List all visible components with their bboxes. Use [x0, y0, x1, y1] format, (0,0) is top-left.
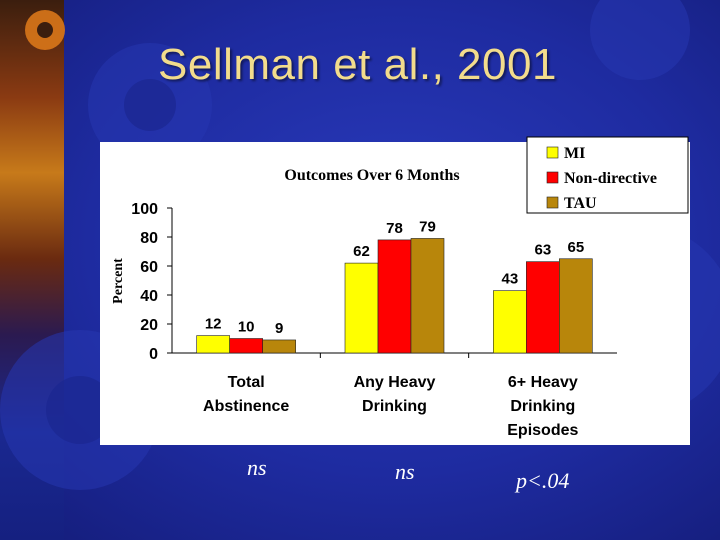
bar	[196, 335, 230, 354]
legend-label: MI	[564, 145, 585, 162]
data-label: 9	[275, 320, 283, 337]
y-tick-label: 0	[149, 346, 158, 363]
y-axis-label: Percent	[111, 258, 126, 304]
bar	[526, 261, 560, 354]
data-label: 65	[567, 239, 584, 256]
data-label: 10	[238, 319, 255, 336]
bar	[559, 258, 593, 354]
x-tick-label: 6+ Heavy	[508, 374, 578, 391]
y-tick-label: 40	[140, 288, 158, 305]
x-tick-label: Total	[228, 374, 265, 391]
bar	[410, 238, 445, 354]
legend-label: Non-directive	[564, 170, 657, 187]
data-label: 43	[501, 271, 518, 288]
x-tick-label: Abstinence	[203, 398, 289, 415]
legend-swatch	[546, 196, 559, 209]
bar	[377, 239, 412, 354]
legend-swatch	[546, 146, 559, 159]
data-label: 62	[353, 243, 370, 260]
x-tick-label: Drinking	[362, 398, 427, 415]
y-tick-label: 20	[140, 317, 158, 334]
x-tick-label: Drinking	[510, 398, 575, 415]
x-tick-label: Episodes	[507, 422, 578, 439]
y-tick-label: 80	[140, 230, 158, 247]
page-title: Sellman et al., 2001	[158, 40, 557, 89]
bar	[344, 262, 379, 354]
data-label: 12	[205, 316, 222, 333]
data-label: 79	[419, 218, 436, 235]
legend-swatch	[546, 171, 559, 184]
x-tick-label: Any Heavy	[354, 374, 436, 391]
bar	[262, 339, 296, 354]
data-label: 63	[534, 242, 551, 259]
data-label: 78	[386, 220, 403, 237]
significance-note-1: ns	[247, 455, 267, 480]
y-tick-label: 60	[140, 259, 158, 276]
significance-note-2: ns	[395, 459, 415, 484]
y-tick-label: 100	[131, 201, 158, 218]
significance-note-3: p<.04	[516, 468, 570, 493]
chart-title: Outcomes Over 6 Months	[284, 167, 459, 184]
legend-label: TAU	[564, 195, 597, 212]
bar	[493, 290, 527, 354]
bar	[229, 338, 263, 354]
